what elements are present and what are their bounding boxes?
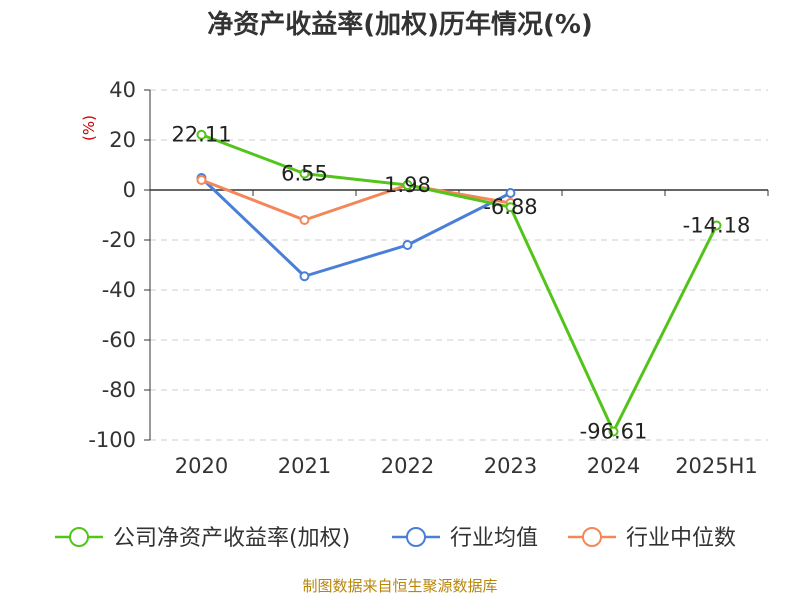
data-label: 22.11	[171, 123, 231, 147]
data-point	[608, 426, 619, 437]
y-tick-label: -80	[102, 378, 136, 402]
legend-label: 行业均值	[450, 526, 538, 551]
x-tick-label: 2024	[587, 454, 640, 478]
x-tick-label: 2021	[278, 454, 331, 478]
y-axis-label: (%)	[80, 115, 98, 141]
legend-label: 公司净资产收益率(加权)	[113, 526, 350, 551]
data-label: -96.61	[580, 420, 648, 444]
grid-lines	[150, 89, 768, 441]
y-tick-label: -20	[102, 228, 136, 252]
x-tick-label: 2025H1	[675, 454, 758, 478]
series-line	[200, 176, 512, 278]
y-tick-label: -100	[88, 428, 136, 452]
data-label: 6.55	[281, 162, 328, 186]
data-point	[196, 175, 207, 185]
data-point	[505, 202, 516, 213]
x-tick-label: 2022	[381, 454, 434, 478]
legend-marker	[69, 527, 89, 547]
series-line	[200, 178, 511, 222]
data-point	[402, 240, 413, 250]
series-line	[200, 133, 718, 434]
data-label: -14.18	[683, 213, 751, 237]
y-tick-label: -60	[102, 328, 136, 352]
source-note: 制图数据来自恒生聚源数据库	[302, 577, 497, 595]
legend-marker	[582, 527, 602, 547]
data-point	[196, 129, 207, 140]
y-tick-label: 0	[123, 178, 136, 202]
x-tick-label: 2020	[175, 454, 228, 478]
data-point	[299, 215, 310, 225]
data-label: -6.88	[483, 195, 537, 219]
chart-title: 净资产收益率(加权)历年情况(%)	[207, 9, 593, 40]
legend-marker	[406, 527, 426, 547]
data-point	[711, 220, 722, 231]
legend-label: 行业中位数	[626, 526, 736, 551]
data-point	[505, 188, 516, 198]
data-point	[402, 180, 413, 191]
data-labels: 22.11 6.55 1.98 -6.88 -96.61 -14.18	[171, 123, 750, 444]
data-point	[299, 271, 310, 282]
legend: 公司净资产收益率(加权) 行业均值 行业中位数	[55, 526, 736, 551]
axes: 40 20 0 -20 -40 -60 -80 -100 2020 2021 2022 2023 202…	[88, 78, 769, 478]
y-tick-label: 40	[109, 78, 136, 102]
data-point	[299, 168, 310, 179]
data-label: 1.98	[384, 173, 431, 197]
x-tick-label: 2023	[484, 454, 537, 478]
y-tick-label: 20	[109, 128, 136, 152]
series-lines	[196, 129, 722, 437]
y-tick-label: -40	[102, 278, 136, 302]
